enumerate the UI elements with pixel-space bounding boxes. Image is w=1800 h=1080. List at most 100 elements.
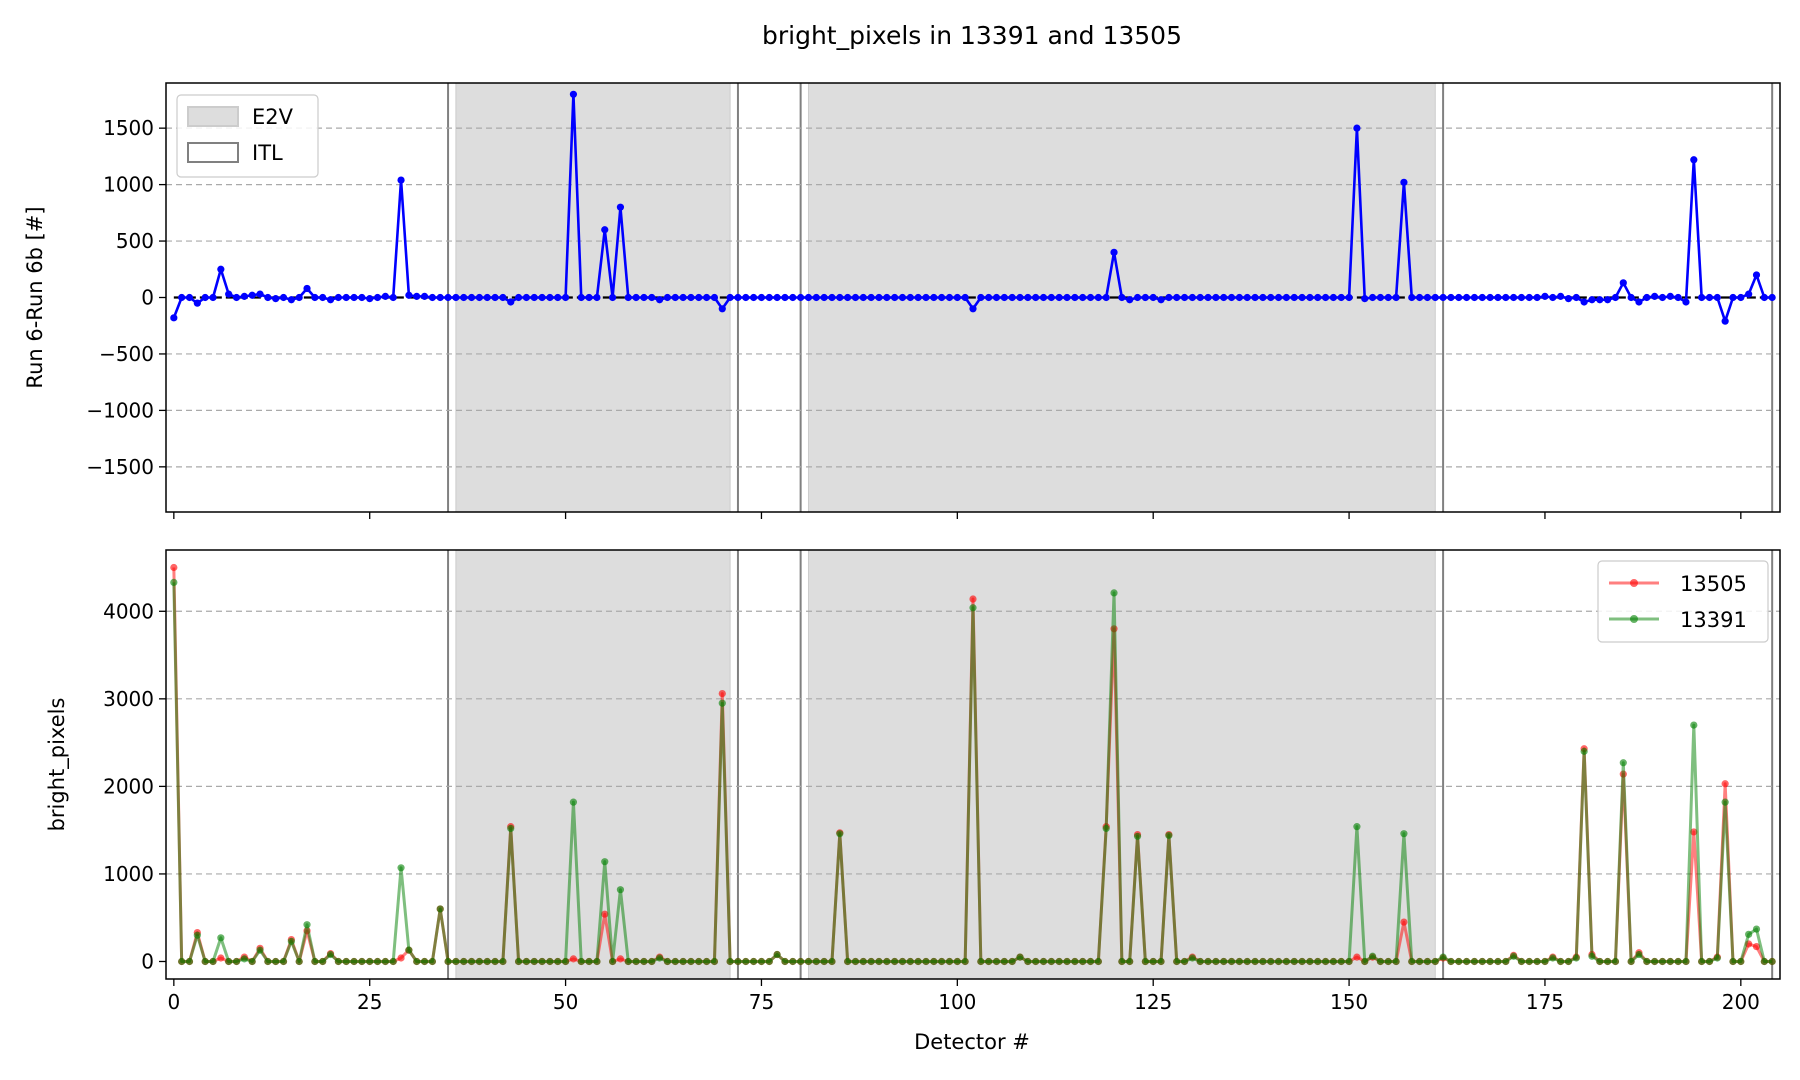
data-point-diff-103 — [977, 293, 985, 302]
data-point-13391-9 — [240, 955, 248, 963]
data-point-diff-15 — [287, 296, 295, 304]
data-point-13391-57 — [616, 886, 625, 894]
data-point-diff-138 — [1251, 293, 1259, 302]
data-point-diff-80 — [797, 293, 805, 302]
data-point-13391-7 — [225, 957, 233, 966]
data-point-13391-173 — [1525, 957, 1533, 966]
data-point-diff-90 — [875, 293, 883, 302]
y-tick-label-0: 0 — [141, 949, 154, 973]
data-point-diff-197 — [1713, 293, 1721, 302]
data-point-diff-91 — [883, 293, 891, 302]
data-point-diff-141 — [1274, 293, 1283, 302]
data-point-13391-34 — [436, 905, 444, 913]
data-point-diff-190 — [1658, 293, 1667, 302]
data-point-13391-131 — [1196, 957, 1204, 966]
difference-panel: −1500 −1000 −500 0 500 1000 1500 Run 6-Run 6b [… — [23, 82, 1781, 519]
data-point-diff-29 — [397, 176, 405, 184]
data-point-diff-162 — [1439, 293, 1447, 302]
data-point-diff-191 — [1666, 292, 1674, 300]
data-point-diff-45 — [522, 293, 531, 302]
data-point-13391-33 — [428, 957, 436, 966]
data-point-13391-63 — [663, 957, 672, 966]
data-point-diff-117 — [1086, 293, 1095, 302]
data-point-diff-38 — [467, 293, 476, 302]
data-point-diff-180 — [1580, 298, 1588, 306]
data-point-diff-177 — [1557, 292, 1565, 300]
x-axis-label: Detector # — [914, 1030, 1030, 1054]
data-point-13391-135 — [1227, 957, 1236, 966]
data-point-13391-87 — [851, 957, 860, 966]
data-point-13391-102 — [969, 604, 977, 612]
data-point-13391-198 — [1721, 798, 1729, 806]
data-point-13391-70 — [718, 699, 726, 707]
data-point-diff-181 — [1588, 296, 1596, 304]
data-point-13391-129 — [1180, 957, 1189, 966]
data-point-diff-165 — [1463, 293, 1471, 302]
data-point-diff-145 — [1306, 293, 1314, 302]
data-point-13391-84 — [828, 957, 836, 966]
data-point-diff-167 — [1478, 293, 1486, 302]
data-point-diff-183 — [1604, 296, 1612, 304]
data-point-diff-46 — [530, 293, 538, 302]
data-point-13391-191 — [1666, 957, 1674, 966]
data-point-13391-105 — [992, 957, 1001, 966]
data-point-diff-116 — [1079, 293, 1087, 302]
data-point-diff-153 — [1368, 293, 1377, 302]
data-point-13391-25 — [366, 957, 374, 966]
data-point-13391-103 — [977, 957, 985, 966]
data-point-13391-175 — [1541, 957, 1549, 966]
data-point-13391-79 — [789, 957, 797, 966]
data-point-diff-60 — [640, 293, 648, 302]
data-point-diff-107 — [1008, 293, 1016, 302]
y-tick-label-6: 1500 — [103, 116, 154, 140]
data-point-diff-201 — [1745, 290, 1753, 298]
data-point-13391-97 — [930, 957, 938, 966]
data-point-13391-60 — [640, 957, 648, 966]
data-point-13391-118 — [1094, 957, 1102, 966]
data-point-diff-198 — [1721, 317, 1729, 325]
data-point-13391-59 — [632, 957, 640, 966]
data-point-diff-143 — [1290, 293, 1298, 302]
data-point-diff-7 — [225, 290, 233, 298]
data-point-13391-193 — [1682, 957, 1690, 966]
data-point-13391-5 — [209, 957, 217, 966]
data-point-13391-12 — [264, 957, 272, 966]
data-point-diff-134 — [1220, 293, 1228, 302]
data-point-diff-196 — [1705, 293, 1714, 302]
data-point-13505-157 — [1400, 918, 1408, 926]
data-point-13391-16 — [295, 957, 303, 966]
x-tick-label-8: 200 — [1722, 990, 1760, 1014]
data-point-diff-84 — [828, 293, 836, 302]
data-point-13391-141 — [1274, 957, 1283, 966]
data-point-diff-61 — [648, 293, 656, 302]
data-point-diff-64 — [671, 293, 679, 302]
data-point-diff-119 — [1102, 293, 1110, 302]
data-point-13505-55 — [601, 910, 609, 918]
x-tick-label-2: 50 — [553, 990, 578, 1014]
data-point-diff-178 — [1564, 295, 1573, 303]
x-tick-label-4: 100 — [938, 990, 976, 1014]
data-point-13391-67 — [695, 957, 703, 966]
data-point-diff-174 — [1533, 293, 1541, 302]
data-point-diff-139 — [1259, 293, 1267, 302]
x-tick-label-3: 75 — [749, 990, 774, 1014]
data-point-diff-59 — [632, 293, 640, 302]
data-point-diff-105 — [992, 293, 1001, 302]
data-point-13391-188 — [1643, 957, 1651, 966]
data-point-diff-111 — [1039, 293, 1048, 302]
data-point-13505-102 — [969, 595, 977, 603]
data-point-13391-161 — [1431, 957, 1439, 966]
data-point-13391-17 — [303, 921, 311, 929]
data-point-13391-30 — [405, 946, 413, 954]
data-point-diff-68 — [703, 293, 711, 302]
data-point-diff-199 — [1729, 293, 1737, 302]
data-point-diff-185 — [1619, 279, 1627, 287]
data-point-13391-165 — [1463, 957, 1471, 966]
data-point-13391-122 — [1126, 957, 1134, 966]
data-point-diff-172 — [1517, 293, 1526, 302]
data-point-diff-81 — [804, 293, 813, 302]
data-point-13391-65 — [679, 957, 687, 966]
data-point-diff-188 — [1643, 293, 1651, 302]
data-point-13391-155 — [1384, 957, 1392, 966]
data-point-13391-196 — [1705, 957, 1714, 966]
